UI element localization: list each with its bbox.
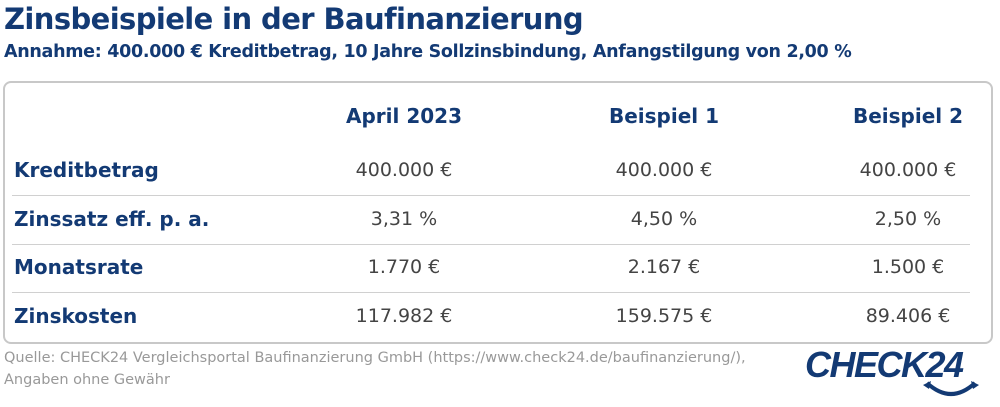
- table-cell: 4,50 %: [630, 208, 698, 230]
- column-header: Beispiel 1: [608, 104, 720, 128]
- table-cell: 400.000 €: [859, 159, 957, 181]
- table-cell: 400.000 €: [355, 159, 453, 181]
- row-label: Kreditbetrag: [14, 158, 159, 182]
- column-header: April 2023: [346, 104, 462, 128]
- page-subtitle: Annahme: 400.000 € Kreditbetrag, 10 Jahr…: [4, 42, 852, 62]
- source-note: Quelle: CHECK24 Vergleichsportal Baufina…: [4, 350, 746, 366]
- table-cell: 2.167 €: [627, 256, 701, 278]
- table-cell: 117.982 €: [355, 305, 453, 327]
- check24-logo: CHECK24: [805, 344, 979, 396]
- row-divider: [12, 292, 970, 293]
- logo-text: CHECK24: [805, 344, 964, 385]
- table-cell: 89.406 €: [865, 305, 951, 327]
- column-header: Beispiel 2: [852, 104, 964, 128]
- table-frame: [3, 81, 993, 344]
- row-label: Monatsrate: [14, 255, 144, 279]
- table-cell: 2,50 %: [874, 208, 942, 230]
- row-label: Zinssatz eff. p. a.: [14, 207, 210, 231]
- row-divider: [12, 195, 970, 196]
- table-cell: 400.000 €: [615, 159, 713, 181]
- table-cell: 159.575 €: [615, 305, 713, 327]
- disclaimer-note: Angaben ohne Gewähr: [4, 372, 170, 388]
- row-label: Zinskosten: [14, 304, 138, 328]
- row-divider: [12, 244, 970, 245]
- page-title: Zinsbeispiele in der Baufinanzierung: [4, 2, 584, 36]
- table-cell: 3,31 %: [370, 208, 438, 230]
- smile-icon: [923, 381, 979, 396]
- table-cell: 1.500 €: [871, 256, 945, 278]
- table-cell: 1.770 €: [367, 256, 441, 278]
